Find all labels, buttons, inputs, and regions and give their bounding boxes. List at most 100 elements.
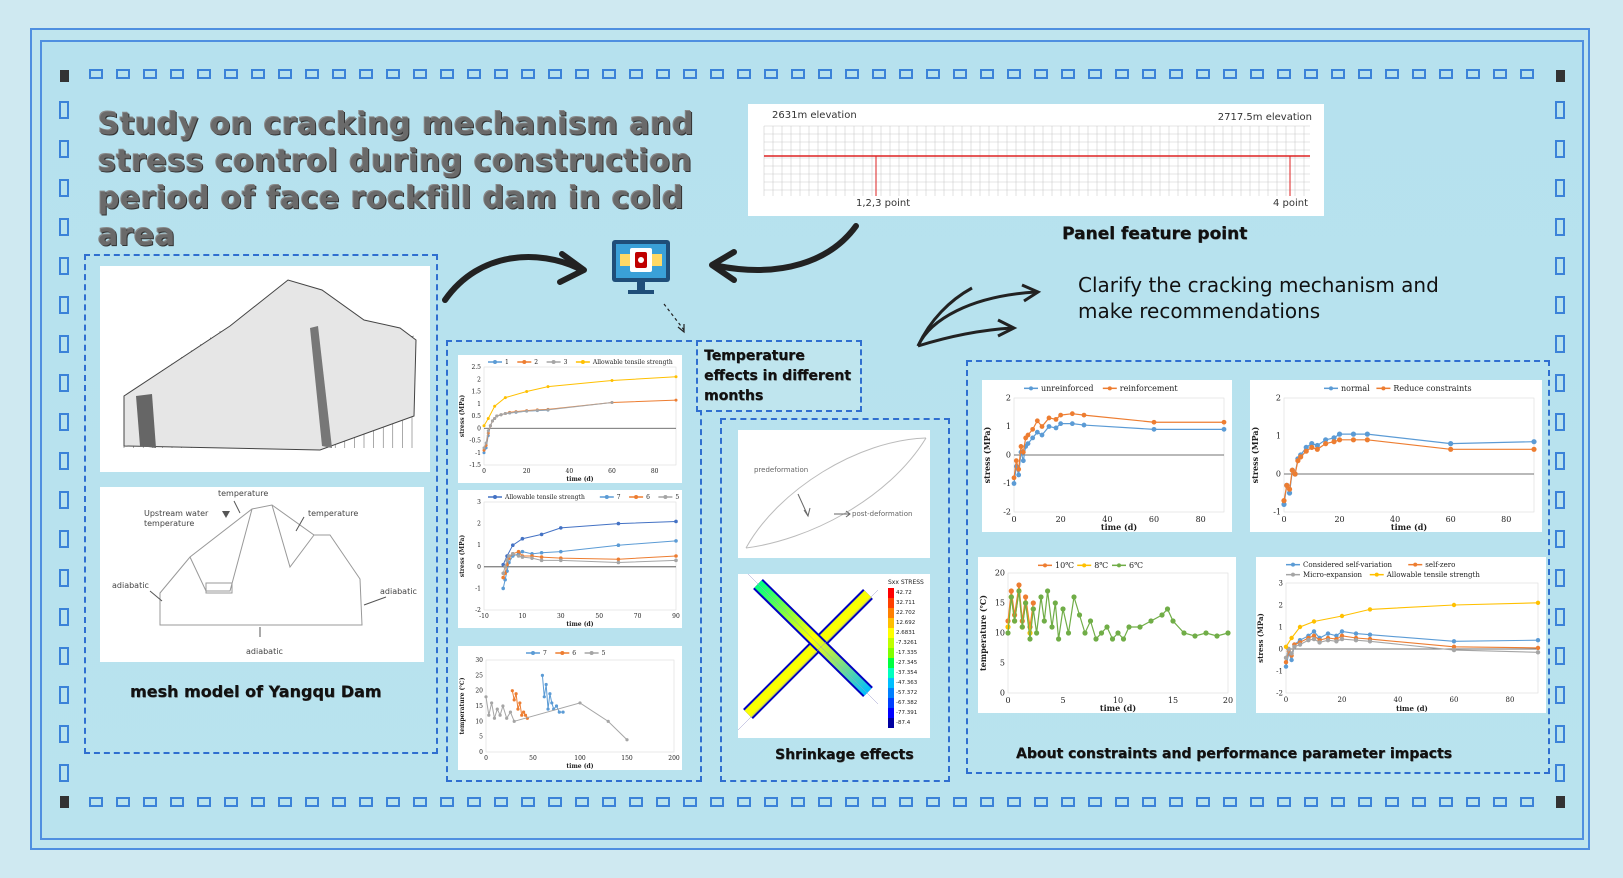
plot-area — [483, 366, 677, 466]
x-tick-label: 0 — [484, 755, 488, 762]
data-point — [548, 692, 552, 696]
data-point — [539, 550, 544, 555]
data-point — [508, 411, 512, 415]
data-point — [501, 575, 505, 580]
border-dash — [521, 797, 535, 807]
data-point — [674, 539, 678, 543]
y-tick-label: -1.5 — [469, 462, 481, 469]
border-dash — [1115, 69, 1129, 79]
data-point — [1151, 419, 1157, 425]
border-dash — [1385, 797, 1399, 807]
data-point — [1283, 644, 1289, 649]
chart-c7-svg: 0 20 40 60 80 -2 -1 0 1 2 3 time (d) stress (MPa) Con… — [1256, 561, 1541, 713]
border-dash — [980, 797, 994, 807]
border-dash — [1304, 797, 1318, 807]
border-dash — [494, 797, 508, 807]
data-point — [1281, 501, 1287, 507]
data-point — [1289, 467, 1295, 473]
data-point — [1297, 624, 1303, 630]
legend-label: unreinforced — [1041, 384, 1094, 393]
border-dash — [656, 797, 670, 807]
point-4-label: 4 point — [1272, 198, 1308, 209]
legend-marker — [531, 651, 535, 655]
legend-label: 10℃ — [1055, 561, 1074, 570]
contour-legend-swatch — [888, 628, 894, 638]
y-tick-label: -1 — [1003, 479, 1011, 488]
border-dash — [710, 69, 724, 79]
temperature-section-frame — [446, 340, 702, 782]
data-point — [490, 701, 494, 705]
corner-mark — [60, 796, 69, 808]
data-point — [1025, 441, 1031, 446]
y-tick-label: 0 — [1006, 451, 1011, 460]
x-tick-label: 20 — [1338, 696, 1347, 704]
data-point — [578, 701, 582, 705]
data-point — [1020, 458, 1026, 464]
border-dash — [1331, 69, 1345, 79]
border-dash — [59, 725, 69, 743]
legend-marker — [1329, 386, 1333, 391]
data-point — [1034, 418, 1040, 424]
legend-label: 6 — [646, 494, 650, 501]
data-point — [1013, 458, 1019, 464]
border-dash — [305, 69, 319, 79]
y-tick-label: 0 — [1279, 645, 1283, 653]
data-point — [1005, 630, 1011, 636]
border-dash — [548, 797, 562, 807]
data-point — [616, 560, 621, 565]
shrinkage-caption: Shrinkage effects — [775, 747, 914, 763]
border-dash — [1555, 101, 1565, 119]
border-dash — [953, 797, 967, 807]
data-point — [1049, 624, 1055, 630]
series-line — [1283, 439, 1534, 501]
border-dash — [59, 764, 69, 782]
data-point — [1018, 444, 1024, 449]
border-dash — [899, 797, 913, 807]
legend-label: 7 — [617, 494, 621, 501]
border-dash — [1088, 797, 1102, 807]
contour-legend-value: -7.3261 — [896, 640, 917, 646]
x-tick-label: 150 — [621, 755, 633, 762]
legend-label: 2 — [534, 359, 538, 366]
border-dash — [197, 69, 211, 79]
data-point — [1297, 642, 1303, 647]
data-point — [1056, 636, 1062, 642]
deformation-curves — [745, 437, 927, 549]
data-point — [1367, 632, 1373, 637]
border-dash — [872, 69, 886, 79]
panel-grid — [763, 125, 1310, 196]
data-point — [1303, 448, 1309, 454]
data-point — [1046, 424, 1052, 429]
border-dash — [1555, 257, 1565, 275]
y-tick-label: 2 — [477, 521, 481, 528]
adiabatic-right-label: adiabatic — [380, 587, 417, 596]
border-dash — [1088, 69, 1102, 79]
data-point — [1052, 600, 1058, 606]
x-tick-label: 0 — [1011, 515, 1016, 524]
data-point — [487, 713, 491, 717]
predeformation-label: predeformation — [754, 466, 809, 474]
data-point — [674, 398, 678, 402]
border-dash — [1061, 69, 1075, 79]
data-point — [1069, 421, 1075, 427]
data-point — [1451, 602, 1457, 608]
x-tick-label: 20 — [1223, 696, 1233, 705]
y-tick-label: 1 — [477, 542, 481, 549]
data-point — [1336, 437, 1343, 443]
border-dash — [980, 69, 994, 79]
data-point — [1535, 650, 1541, 655]
series-line — [483, 399, 677, 451]
data-point — [1214, 633, 1220, 639]
legend-label: 3 — [564, 359, 568, 366]
chart-c5: 0 20 40 60 80 -1 0 1 2 time (d) stress (MPa) normal… — [1250, 380, 1542, 532]
clarify-text: Clarify the cracking mechanism and make … — [1078, 273, 1439, 323]
contour-legend-swatch — [888, 618, 894, 628]
legend-label: Allowable tensile strength — [592, 359, 673, 366]
contour-legend-swatch — [888, 668, 894, 678]
border-dash — [59, 140, 69, 158]
data-point — [606, 719, 610, 723]
border-dash — [1555, 374, 1565, 392]
y-tick-label: -1 — [1276, 667, 1283, 675]
contour-legend-value: 42.72 — [896, 590, 912, 596]
data-point — [1081, 412, 1087, 418]
